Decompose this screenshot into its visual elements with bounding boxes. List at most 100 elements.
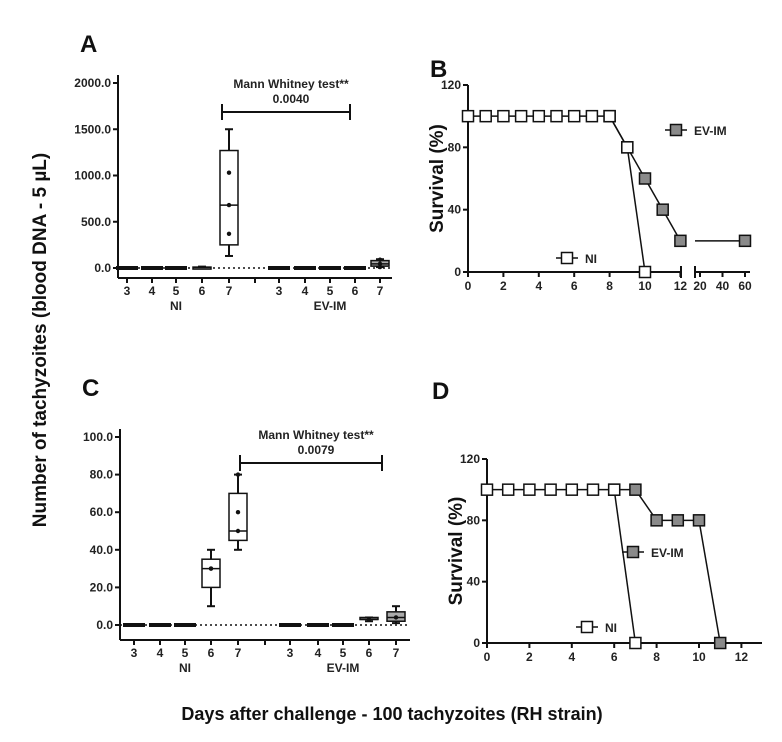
- marker-NI-day1: [501, 483, 515, 496]
- marker-NI-day2: [523, 483, 536, 496]
- x-tick-label: 4: [315, 646, 322, 660]
- y-tick-label: 120: [460, 452, 480, 466]
- marker-EV-IM-day60: [738, 234, 752, 248]
- x-tick-label: 5: [182, 646, 189, 660]
- y-tick-label: 40: [467, 575, 481, 589]
- box-NI-day6: [201, 558, 221, 589]
- x-tick-label: 8: [653, 650, 660, 664]
- data-point: [235, 472, 241, 477]
- test-name: Mann Whitney test**: [258, 428, 374, 442]
- y-tick-label: 80: [448, 140, 462, 154]
- marker-EV-IM-day7: [629, 483, 642, 496]
- marker-NI-day2: [497, 109, 510, 123]
- test-name: Mann Whitney test**: [233, 77, 349, 91]
- x-tick-label: 5: [340, 646, 347, 660]
- x-tick-label: 40: [716, 279, 730, 293]
- x-tick-label: 7: [393, 646, 400, 660]
- shared-y-axis-label: Number of tachyzoites (blood DNA - 5 µL): [30, 153, 51, 527]
- x-tick-label: 0: [484, 650, 491, 664]
- series-line-EV-IM: [698, 520, 721, 644]
- y-tick-label: 1500.0: [74, 122, 111, 136]
- marker-EV-IM-day8: [650, 514, 663, 527]
- marker-NI-day0: [480, 483, 494, 496]
- x-tick-label: 5: [173, 284, 180, 298]
- legend-label-NI: NI: [585, 252, 597, 266]
- legend-marker-EV-IM: [626, 545, 640, 559]
- x-tick-label: 7: [235, 646, 242, 660]
- y-tick-label: 120: [441, 78, 461, 92]
- x-tick-label: 3: [287, 646, 294, 660]
- y-tick-label: 100.0: [83, 430, 113, 444]
- x-tick-label: 6: [352, 284, 359, 298]
- p-value: 0.0040: [273, 92, 310, 106]
- x-tick-label: 20: [693, 279, 707, 293]
- y-tick-label: 0.0: [94, 261, 111, 275]
- y-tick-label: 0: [473, 636, 480, 650]
- x-tick-label: 7: [226, 284, 233, 298]
- x-tick-label: 7: [377, 284, 384, 298]
- marker-EV-IM-day11: [656, 203, 669, 216]
- marker-NI-day7: [629, 636, 642, 650]
- marker-EV-IM-day12: [674, 234, 687, 248]
- legend-marker-NI: [560, 251, 574, 265]
- data-point: [377, 257, 383, 262]
- x-tick-label: 10: [638, 279, 652, 293]
- marker-NI-day7: [585, 109, 599, 123]
- y-tick-label: 1000.0: [74, 169, 111, 183]
- x-tick-label: 4: [149, 284, 156, 298]
- x-tick-label: 4: [568, 650, 575, 664]
- box-NI-day7: [228, 492, 248, 542]
- marker-NI-day8: [603, 109, 616, 123]
- x-tick-label: 6: [208, 646, 215, 660]
- p-value: 0.0079: [298, 443, 335, 457]
- y-axis-label: Survival (%): [427, 124, 448, 233]
- data-point: [226, 202, 232, 208]
- x-tick-label: 2: [526, 650, 533, 664]
- marker-NI-day6: [567, 109, 581, 123]
- group-label-EV-IM: EV-IM: [327, 661, 360, 675]
- series-line-NI: [626, 147, 646, 273]
- y-tick-label: 0: [454, 265, 461, 279]
- legend-marker-NI: [580, 620, 594, 634]
- marker-NI-day3: [544, 483, 557, 496]
- x-tick-label: 3: [124, 284, 131, 298]
- marker-NI-day6: [607, 483, 621, 496]
- data-point: [366, 617, 372, 622]
- x-tick-label: 4: [535, 279, 542, 293]
- x-tick-label: 6: [199, 284, 206, 298]
- y-axis-label: Survival (%): [446, 497, 467, 606]
- x-tick-label: 0: [465, 279, 472, 293]
- data-point: [377, 261, 383, 267]
- y-tick-label: 80: [467, 513, 481, 527]
- group-label-EV-IM: EV-IM: [314, 299, 347, 313]
- marker-NI-day1: [479, 109, 492, 123]
- legend-label-NI: NI: [605, 621, 617, 635]
- marker-NI-day0: [461, 109, 475, 123]
- group-label-NI: NI: [170, 299, 182, 313]
- marker-EV-IM-day10: [692, 514, 706, 527]
- data-point: [235, 528, 241, 534]
- box-NI-day7: [219, 149, 239, 246]
- x-tick-label: 5: [327, 284, 334, 298]
- data-point: [208, 566, 214, 571]
- x-tick-label: 8: [606, 279, 613, 293]
- data-point: [393, 615, 399, 620]
- marker-NI-day10: [638, 265, 652, 279]
- panel-label: A: [80, 31, 97, 58]
- x-tick-label: 4: [157, 646, 164, 660]
- x-tick-label: 6: [571, 279, 578, 293]
- y-tick-label: 20.0: [90, 580, 114, 594]
- legend-marker-EV-IM: [669, 123, 683, 137]
- y-tick-label: 60.0: [90, 505, 114, 519]
- legend-label-EV-IM: EV-IM: [694, 124, 727, 138]
- marker-EV-IM-day11: [713, 636, 727, 650]
- panel-label: D: [432, 378, 449, 405]
- x-tick-label: 4: [302, 284, 309, 298]
- legend-label-EV-IM: EV-IM: [651, 546, 684, 560]
- marker-NI-day3: [514, 109, 528, 123]
- y-tick-label: 40.0: [90, 543, 114, 557]
- series-line-NI: [613, 489, 637, 644]
- x-tick-label: 10: [692, 650, 706, 664]
- x-tick-label: 12: [735, 650, 749, 664]
